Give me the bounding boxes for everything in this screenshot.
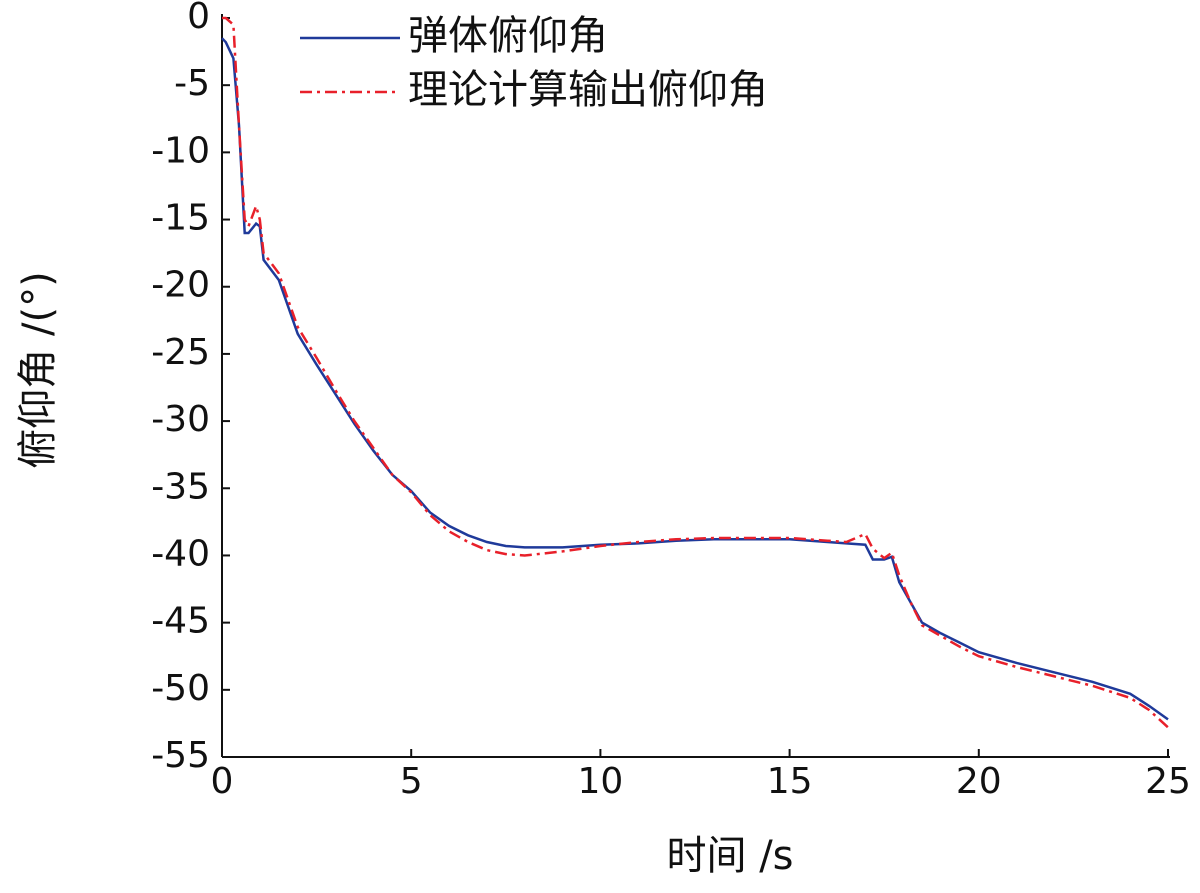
y-tick-label: -55 <box>151 735 210 776</box>
x-tick-label: 10 <box>577 761 623 802</box>
y-tick-label: -20 <box>151 265 210 306</box>
y-tick-label: -15 <box>151 198 210 239</box>
line-series <box>221 37 1169 721</box>
x-tick-label: 25 <box>1145 761 1191 802</box>
y-tick-label: -45 <box>151 601 210 642</box>
y-tick-label: -40 <box>151 533 210 574</box>
y-tick-label: -5 <box>174 63 210 104</box>
y-tick-label: -25 <box>151 332 210 373</box>
y-tick-label: 0 <box>187 0 210 37</box>
x-tick-label: 5 <box>400 761 423 802</box>
y-tick-label: -30 <box>151 399 210 440</box>
line-series <box>222 16 1169 729</box>
legend-label: 弹体俯仰角 <box>408 13 608 59</box>
y-tick-label: -35 <box>151 466 210 507</box>
x-tick-label: 15 <box>767 761 813 802</box>
y-tick-label: -50 <box>151 668 210 709</box>
legend-label: 理论计算输出俯仰角 <box>408 67 768 113</box>
y-tick-label: -10 <box>151 130 210 171</box>
x-axis-label: 时间 /s <box>666 833 793 879</box>
x-tick-label: 0 <box>211 761 234 802</box>
y-axis-label: 俯仰角 /(°) <box>15 271 61 468</box>
x-tick-label: 20 <box>956 761 1002 802</box>
